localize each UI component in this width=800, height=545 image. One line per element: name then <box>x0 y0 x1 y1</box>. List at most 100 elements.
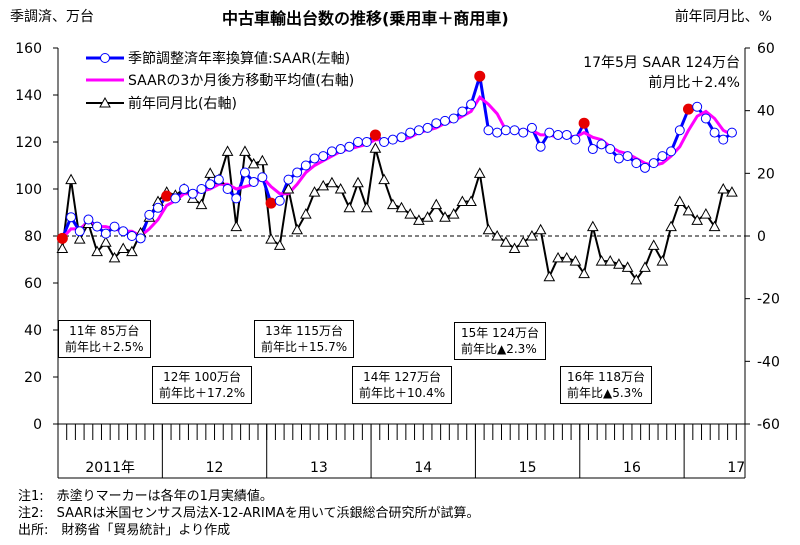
saar-point <box>248 176 259 187</box>
yoy-point <box>239 145 251 156</box>
saar-point <box>326 146 337 157</box>
saar-point <box>466 99 477 110</box>
yoy-point <box>465 195 477 207</box>
saar-point <box>66 212 77 223</box>
yoy-point <box>613 258 625 269</box>
saar-point <box>405 127 416 138</box>
saar-point <box>318 151 329 162</box>
saar-point <box>179 184 190 194</box>
yoy-point <box>543 270 556 282</box>
yoy-point <box>700 208 712 219</box>
yoy-point <box>91 245 103 257</box>
saar-point <box>422 122 433 133</box>
saar-point <box>92 221 103 232</box>
yoy-point <box>282 182 295 194</box>
saar-point <box>196 184 207 194</box>
legend-saar-marker <box>100 53 110 63</box>
saar-point <box>657 151 668 162</box>
right-tick-label: -40 <box>757 354 780 370</box>
yoy-point <box>708 220 721 232</box>
saar-point <box>700 113 711 124</box>
saar-point <box>231 193 242 204</box>
latest-note-line-2: 前月比＋2.4% <box>648 75 740 91</box>
yoy-point <box>578 267 590 279</box>
yoy-point <box>726 186 738 197</box>
callout-2015-yoy: 前年比▲2.3% <box>461 342 537 356</box>
saar-3m-average-line <box>61 95 733 240</box>
saar-point <box>361 137 372 147</box>
yoy-point <box>117 242 130 254</box>
yoy-point <box>456 195 469 207</box>
yoy-point <box>73 233 86 244</box>
year-label: 14 <box>414 460 432 476</box>
yoy-point <box>360 201 373 213</box>
right-tick-label: 60 <box>757 41 775 57</box>
yoy-point <box>595 255 608 266</box>
left-tick-label: 160 <box>15 41 42 57</box>
note-2: 注2: SAARは米国センサス局法X-12-ARIMAを用いて浜銀総合研究所が試… <box>18 506 480 521</box>
yoy-point <box>343 201 356 213</box>
january-marker <box>474 70 486 82</box>
saar-point <box>274 195 285 206</box>
yoy-point <box>639 261 651 272</box>
saar-point <box>187 188 198 199</box>
right-tick-label: -20 <box>757 292 780 308</box>
yoy-point <box>473 167 486 178</box>
left-axis-label: 季調済、万台 <box>10 9 94 25</box>
saar-point <box>500 125 511 136</box>
saar-point <box>344 141 355 152</box>
callout-2015-total: 15年 124万台 <box>461 326 539 340</box>
saar-point <box>309 153 320 164</box>
saar-point <box>222 184 233 194</box>
saar-point <box>726 127 737 138</box>
yoy-point <box>439 211 451 222</box>
saar-point <box>144 209 155 220</box>
callout-2011: 11年 85万台 前年比＋2.5% <box>58 320 151 358</box>
saar-point <box>718 134 729 145</box>
yoy-point <box>517 236 530 247</box>
yoy-point <box>682 204 695 216</box>
saar-point <box>205 179 216 190</box>
yoy-point <box>447 208 460 219</box>
year-label: 16 <box>623 460 641 476</box>
saar-point <box>353 137 364 147</box>
saar-point <box>74 226 85 237</box>
callout-2014: 14年 127万台 前年比＋10.4% <box>352 366 453 404</box>
yoy-point <box>108 251 121 263</box>
saar-point <box>622 151 633 162</box>
latest-note-line-1: 17年5月 SAAR 124万台 <box>583 55 740 71</box>
saar-point <box>83 214 94 225</box>
callout-2014-yoy: 前年比＋10.4% <box>359 386 446 400</box>
yoy-point <box>221 145 234 156</box>
left-tick-label: 100 <box>15 182 42 198</box>
legend-yoy-marker <box>99 96 111 108</box>
yoy-point <box>526 229 538 241</box>
yoy-point <box>317 179 330 191</box>
chart-title: 中古車輸出台数の推移(乗用車＋商用車) <box>222 9 509 28</box>
saar-point <box>257 172 268 183</box>
saar-point <box>413 125 424 136</box>
saar-point <box>213 174 224 185</box>
saar-point <box>283 174 294 185</box>
january-marker <box>161 190 173 202</box>
legend-average-label: SAARの3か月後方移動平均値(右軸) <box>128 73 354 89</box>
saar-point <box>544 127 555 138</box>
january-marker <box>56 232 68 244</box>
saar-point <box>396 132 407 143</box>
yoy-point <box>508 242 521 254</box>
yoy-point <box>421 211 434 222</box>
callout-2016: 16年 118万台 前年比▲5.3% <box>560 366 652 404</box>
saar-point <box>526 122 537 133</box>
callout-2016-yoy: 前年比▲5.3% <box>567 386 643 400</box>
saar-point <box>639 162 650 173</box>
legend-saar-label: 季節調整済年率換算値:SAAR(左軸) <box>128 50 350 67</box>
legend-yoy-label: 前年同月比(右軸) <box>128 95 237 112</box>
saar-point <box>535 141 546 152</box>
note-1: 注1: 赤塗りマーカーは各年の1月実績値。 <box>18 489 273 504</box>
yoy-point <box>369 142 382 153</box>
yoy-point <box>56 242 69 254</box>
yoy-point <box>352 176 364 188</box>
yoy-point <box>430 198 443 210</box>
left-tick-label: 20 <box>24 370 42 386</box>
